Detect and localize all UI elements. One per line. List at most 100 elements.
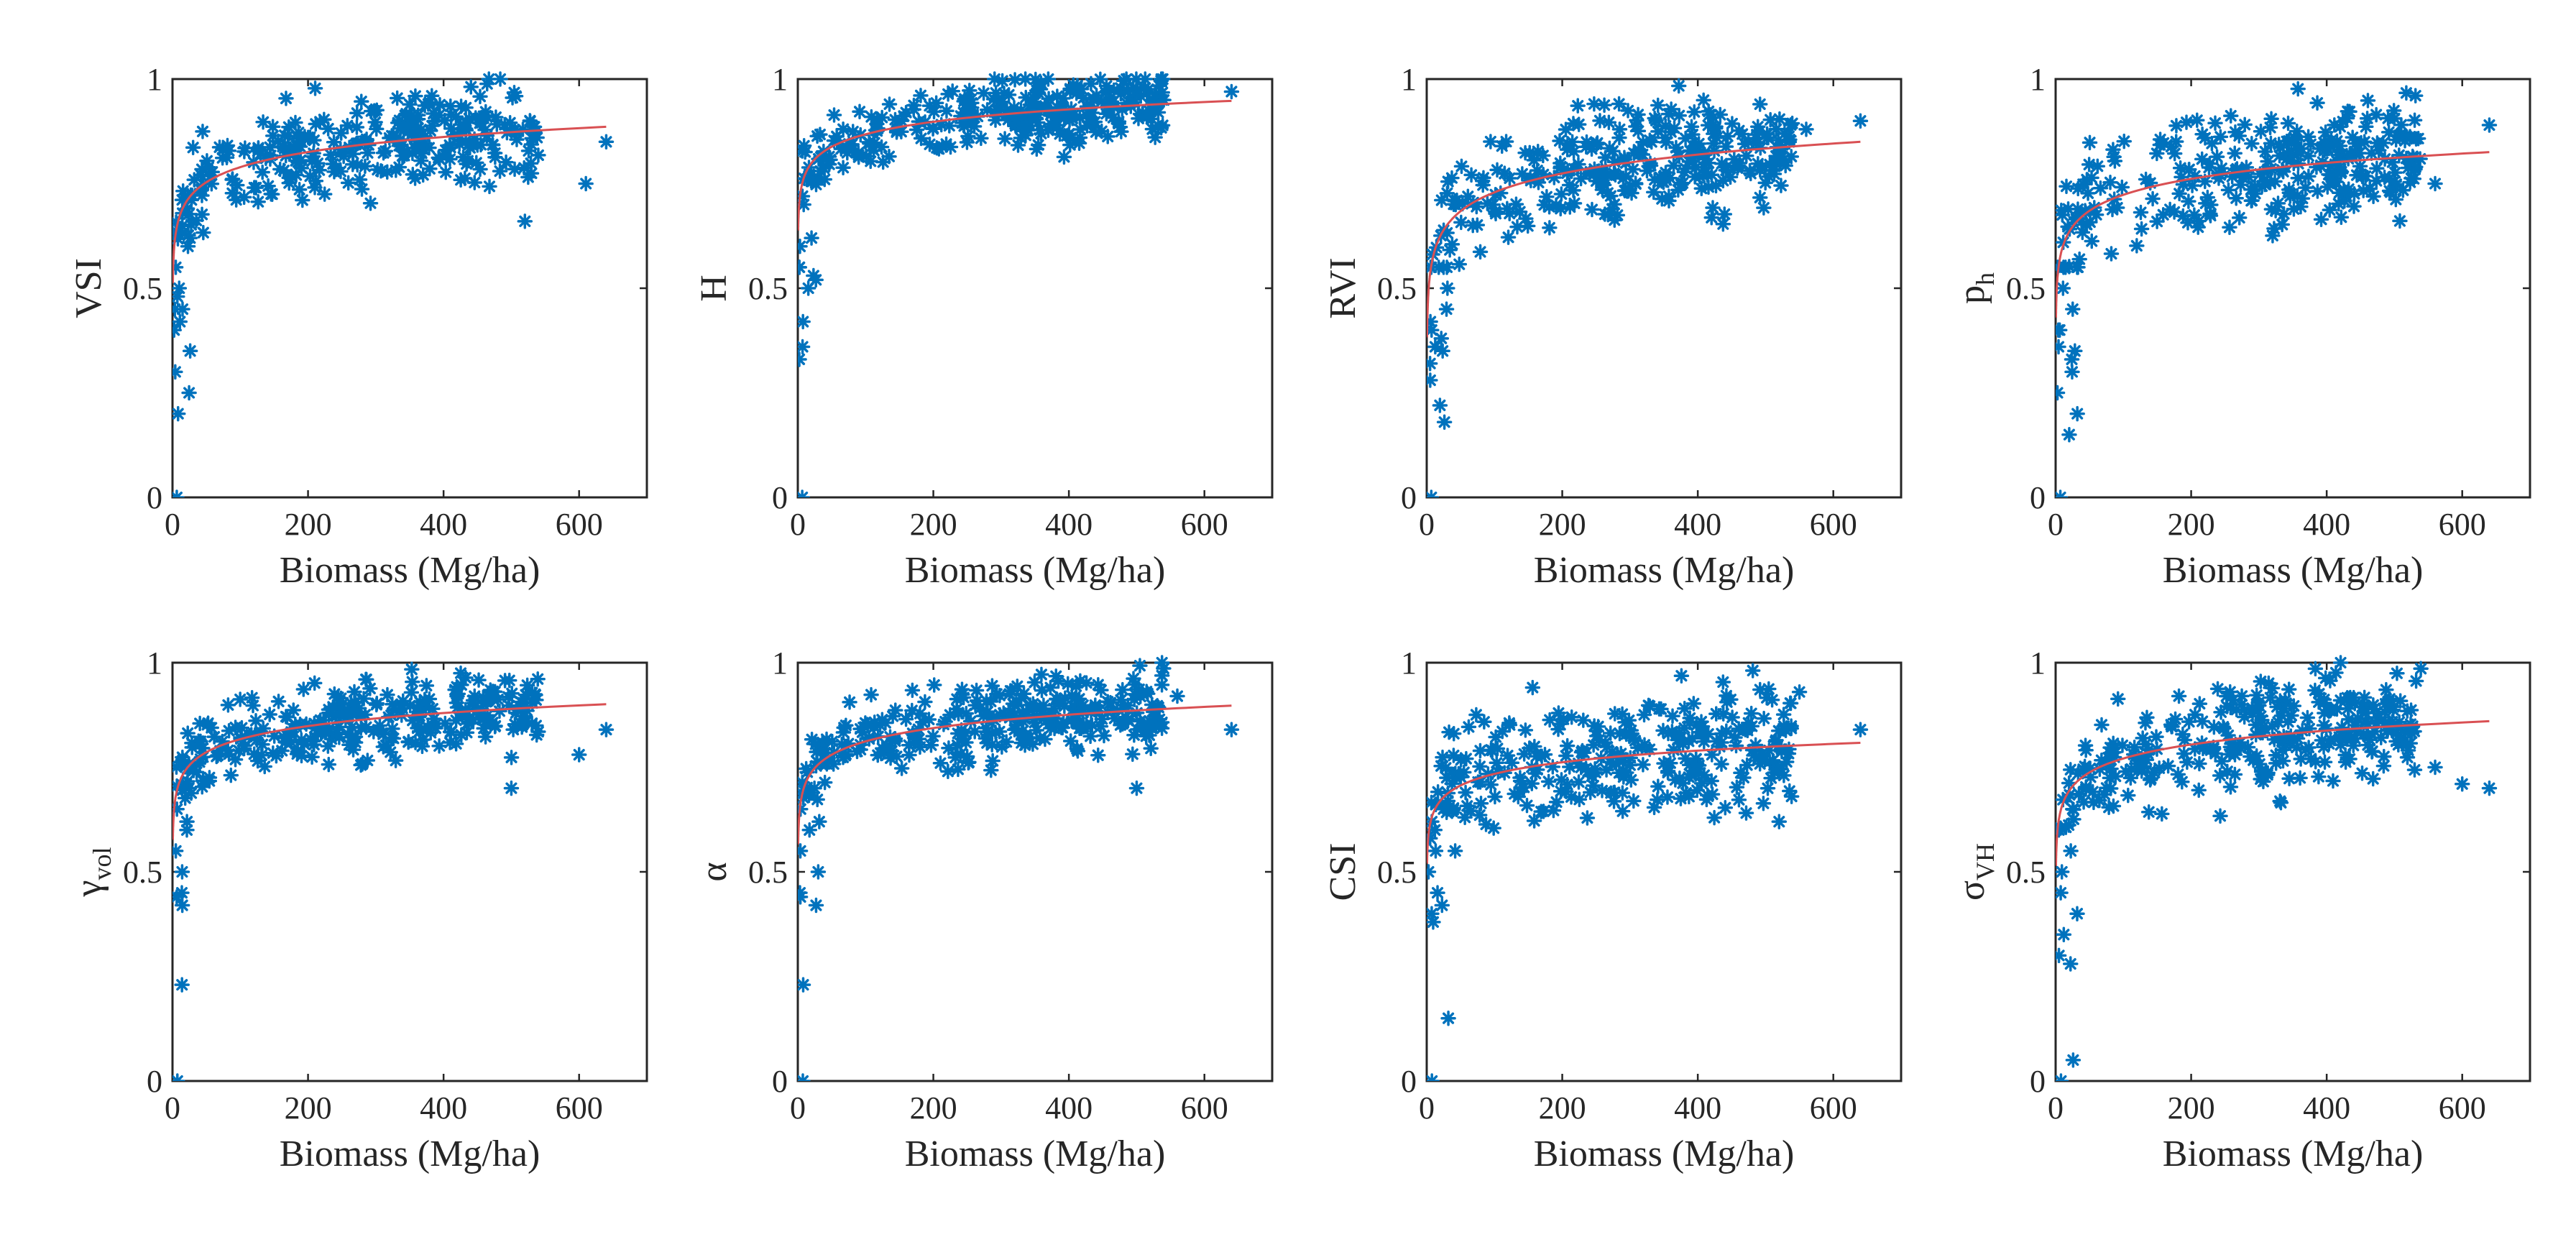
data-point bbox=[1092, 71, 1108, 88]
data-point bbox=[1582, 784, 1598, 801]
data-point bbox=[1440, 793, 1456, 809]
data-point bbox=[2244, 135, 2260, 152]
data-point bbox=[1673, 668, 1690, 684]
data-point bbox=[1514, 166, 1530, 182]
data-point bbox=[1499, 748, 1516, 763]
data-point bbox=[174, 782, 190, 799]
data-point bbox=[2360, 93, 2376, 109]
data-point bbox=[2205, 739, 2222, 755]
data-point bbox=[377, 143, 394, 159]
data-point bbox=[2413, 661, 2429, 677]
data-point bbox=[402, 697, 418, 714]
data-point bbox=[1686, 104, 1703, 120]
data-point bbox=[492, 703, 507, 719]
data-point bbox=[2212, 808, 2228, 824]
data-point bbox=[349, 157, 365, 173]
data-point bbox=[1542, 220, 1558, 236]
data-point bbox=[904, 682, 921, 699]
data-point bbox=[279, 709, 295, 725]
data-point bbox=[1558, 748, 1574, 764]
data-point bbox=[2194, 713, 2210, 730]
x-tick-label: 0 bbox=[790, 507, 806, 542]
data-point bbox=[2365, 770, 2381, 787]
data-point bbox=[418, 678, 435, 694]
data-point bbox=[438, 164, 454, 180]
y-tick-label: 0.5 bbox=[1377, 271, 1417, 306]
data-point bbox=[1451, 256, 1468, 272]
data-point bbox=[1760, 781, 1776, 796]
data-point bbox=[1043, 116, 1059, 132]
data-point bbox=[2168, 118, 2184, 134]
data-point bbox=[2264, 680, 2281, 696]
y-tick-label: 1 bbox=[2030, 62, 2046, 97]
data-point bbox=[852, 742, 868, 758]
data-point bbox=[1472, 742, 1489, 759]
data-point bbox=[2070, 180, 2086, 197]
subplot--vol: 0 200 400 600 0 0.5 1 Biomass (Mg/ha) γvol bbox=[68, 645, 648, 1174]
data-point bbox=[2290, 80, 2306, 97]
data-point bbox=[1090, 676, 1106, 693]
data-point bbox=[2154, 806, 2170, 822]
data-point bbox=[1598, 762, 1614, 778]
data-point bbox=[2187, 707, 2203, 722]
data-point bbox=[2263, 111, 2279, 127]
data-point bbox=[2334, 114, 2351, 129]
data-point bbox=[850, 144, 867, 161]
data-point bbox=[826, 107, 842, 123]
data-point bbox=[852, 104, 868, 120]
data-point bbox=[290, 154, 306, 170]
data-point bbox=[1755, 748, 1771, 765]
data-point bbox=[1686, 764, 1703, 781]
data-point bbox=[254, 164, 270, 180]
data-point bbox=[2354, 765, 2370, 781]
x-axis-label: Biomass (Mg/ha) bbox=[1534, 1133, 1795, 1174]
data-layer bbox=[2056, 80, 2498, 497]
data-point bbox=[2387, 165, 2403, 180]
data-point bbox=[1100, 694, 1116, 710]
data-point bbox=[362, 681, 378, 696]
subplot-h: 0 200 400 600 0 0.5 1 Biomass (Mg/ha) H bbox=[694, 62, 1274, 591]
data-point bbox=[2299, 709, 2316, 726]
data-point bbox=[804, 230, 819, 246]
data-point bbox=[1460, 719, 1477, 735]
data-layer bbox=[798, 71, 1240, 497]
data-point bbox=[994, 73, 1011, 89]
data-point bbox=[2203, 197, 2219, 213]
data-point bbox=[938, 136, 954, 152]
data-point bbox=[1717, 800, 1734, 816]
data-point bbox=[2166, 204, 2182, 220]
data-point bbox=[998, 734, 1014, 750]
data-point bbox=[1752, 681, 1768, 698]
data-point bbox=[174, 885, 190, 901]
data-point bbox=[1517, 722, 1534, 738]
data-point bbox=[1486, 820, 1501, 836]
data-point bbox=[1024, 93, 1041, 110]
data-point bbox=[1018, 731, 1034, 747]
data-point bbox=[1550, 721, 1566, 737]
data-point bbox=[1573, 759, 1589, 776]
data-point bbox=[341, 737, 357, 753]
data-point bbox=[306, 737, 322, 753]
data-point bbox=[326, 134, 342, 150]
data-point bbox=[806, 267, 822, 284]
data-point bbox=[1620, 183, 1637, 199]
data-point bbox=[528, 717, 544, 734]
y-tick-label: 0 bbox=[2030, 480, 2046, 515]
data-point bbox=[1126, 94, 1143, 111]
data-point bbox=[939, 103, 954, 119]
data-point bbox=[482, 178, 497, 195]
data-point bbox=[2120, 787, 2136, 804]
data-point bbox=[812, 163, 829, 179]
data-point bbox=[1500, 229, 1517, 245]
y-tick-label: 0 bbox=[1401, 480, 1417, 515]
data-point bbox=[195, 124, 211, 139]
data-point bbox=[172, 489, 185, 497]
data-point bbox=[2191, 755, 2207, 772]
x-tick-label: 600 bbox=[556, 507, 603, 542]
data-point bbox=[194, 206, 210, 223]
data-point bbox=[1736, 770, 1752, 786]
data-point bbox=[2197, 130, 2213, 146]
data-point bbox=[2058, 178, 2074, 194]
data-point bbox=[519, 677, 535, 694]
data-point bbox=[1002, 705, 1018, 721]
